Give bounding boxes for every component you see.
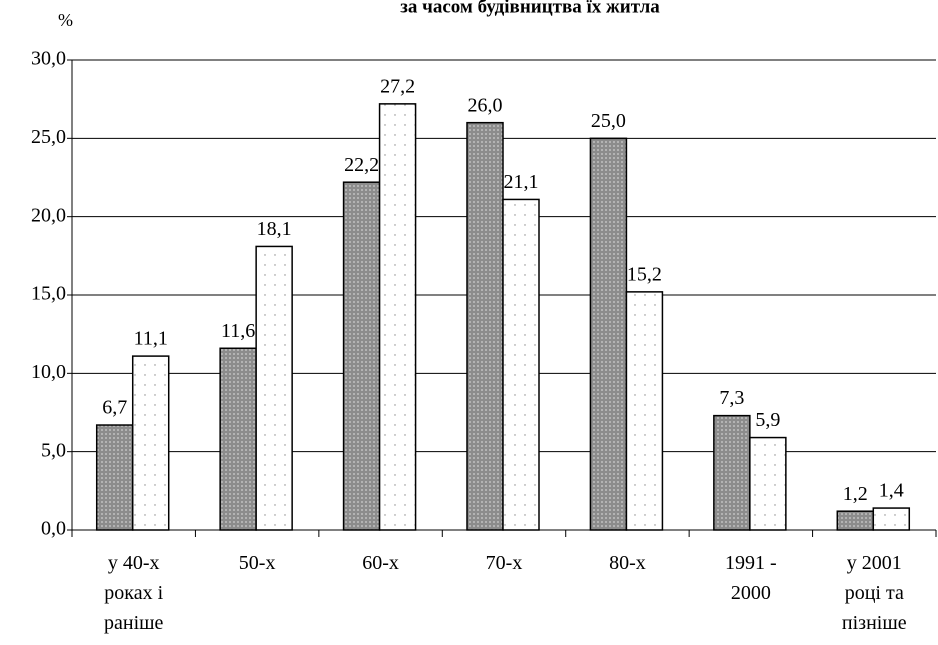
chart-title: за часом будівництва їх житла [400, 0, 660, 17]
bar [836, 510, 875, 531]
x-tick-label: у 40-х роках і раніше [104, 552, 164, 634]
x-tick-label-line: 80-х [609, 552, 646, 574]
x-tick-label-line: 2000 [731, 582, 771, 604]
bar [713, 414, 751, 531]
x-tick-label-line: 70-х [486, 552, 523, 574]
value-label: 25,0 [591, 110, 626, 132]
value-label: 5,9 [755, 409, 780, 431]
value-label: 7,3 [719, 387, 744, 409]
bar [589, 137, 628, 531]
value-label: 15,2 [627, 263, 662, 285]
bar [95, 424, 134, 531]
x-tick-label-line: у 2001 [847, 552, 902, 574]
x-tick-label: 50-х [239, 552, 276, 574]
value-label: 21,1 [504, 171, 539, 193]
value-label: 1,2 [843, 483, 868, 505]
x-tick-label-line: 1991 - [725, 552, 777, 574]
x-tick-label-line: 50-х [239, 552, 276, 574]
y-tick-label: 25,0 [31, 126, 66, 148]
value-label: 22,2 [344, 154, 379, 176]
bar [872, 507, 911, 531]
bar [749, 436, 787, 531]
x-tick-label: 70-х [486, 552, 523, 574]
bar [219, 347, 257, 531]
x-tick-label: 60-х [362, 552, 399, 574]
value-label: 11,1 [134, 328, 168, 350]
value-label: 1,4 [879, 480, 904, 502]
value-label: 27,2 [380, 75, 415, 97]
x-tick-label-line: у 40-х [108, 552, 160, 574]
y-tick-label: 30,0 [31, 48, 66, 70]
x-tick-label-line: роках і [104, 582, 163, 604]
x-tick-label-line: 60-х [362, 552, 399, 574]
y-axis-label: % [58, 10, 73, 30]
value-label: 18,1 [257, 218, 292, 240]
bar [625, 291, 664, 531]
value-label: 11,6 [221, 320, 255, 342]
value-label: 26,0 [468, 94, 503, 116]
bar [255, 245, 293, 531]
value-label: 6,7 [102, 397, 127, 419]
bar [131, 355, 170, 531]
y-tick-label: 10,0 [31, 361, 66, 383]
bar [342, 181, 381, 531]
x-tick-label-line: році та [845, 582, 904, 604]
x-tick-label-line: пізніше [842, 612, 907, 634]
x-tick-label-line: раніше [104, 612, 164, 634]
bar [502, 198, 540, 531]
y-tick-label: 5,0 [41, 439, 66, 461]
y-tick-label: 15,0 [31, 283, 66, 305]
x-tick-label: 80-х [609, 552, 646, 574]
y-tick-label: 0,0 [41, 518, 66, 540]
x-tick-label: 1991 - 2000 [725, 552, 777, 604]
x-tick-label: у 2001 році та пізніше [842, 552, 907, 634]
y-tick-label: 20,0 [31, 204, 66, 226]
bar [378, 103, 417, 531]
bar [466, 121, 504, 531]
